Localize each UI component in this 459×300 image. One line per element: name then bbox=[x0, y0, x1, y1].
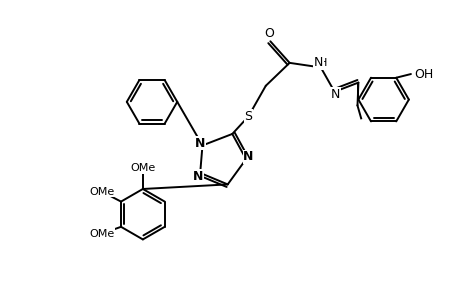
Text: OH: OH bbox=[413, 68, 432, 80]
Text: H: H bbox=[318, 58, 326, 68]
Text: N: N bbox=[313, 56, 323, 69]
Text: N: N bbox=[195, 136, 205, 150]
Text: OMe: OMe bbox=[89, 187, 114, 196]
Text: N: N bbox=[192, 170, 202, 183]
Text: N: N bbox=[243, 150, 253, 164]
Text: S: S bbox=[244, 110, 252, 123]
Text: OMe: OMe bbox=[89, 229, 114, 239]
Text: N: N bbox=[330, 88, 339, 100]
Text: O: O bbox=[264, 27, 274, 40]
Text: OMe: OMe bbox=[130, 163, 155, 173]
